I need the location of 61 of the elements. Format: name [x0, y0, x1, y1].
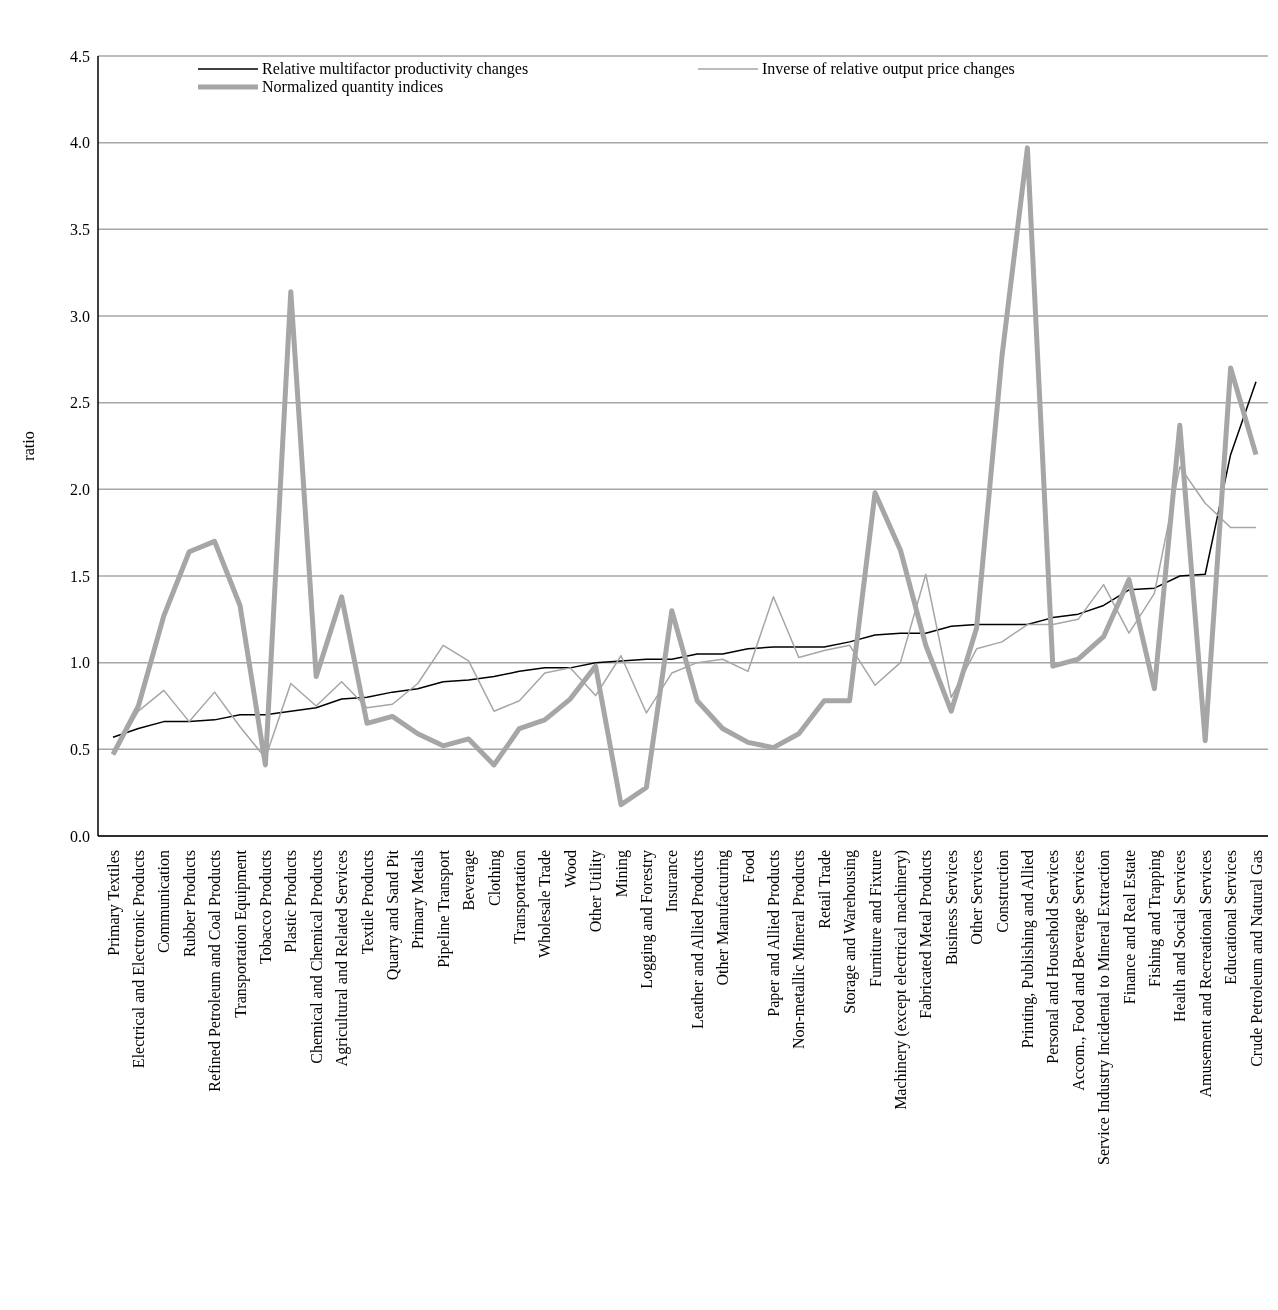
x-tick-label: Machinery (except electrical machinery) — [891, 850, 910, 1110]
x-tick-label: Quarry and Sand Pit — [383, 849, 402, 981]
x-tick-label: Amusement and Recreational Services — [1196, 850, 1214, 1098]
y-tick-label: 0.0 — [70, 827, 90, 845]
x-tick-label: Other Manufacturing — [714, 850, 733, 986]
x-tick-label: Construction — [993, 850, 1011, 933]
x-tick-label: Retail Trade — [815, 850, 833, 929]
x-tick-label: Electrical and Electronic Products — [129, 850, 147, 1069]
x-tick-label: Wholesale Trade — [536, 850, 554, 958]
x-tick-label: Logging and Forestry — [637, 850, 656, 989]
x-tick-label: Educational Services — [1222, 850, 1240, 985]
x-tick-label: Pipeline Transport — [434, 849, 453, 968]
y-tick-label: 3.5 — [70, 221, 90, 239]
x-tick-label: Primary Textiles — [104, 850, 123, 956]
line-series — [112, 381, 1257, 738]
x-tick-label: Leather and Allied Products — [688, 850, 706, 1030]
x-tick-label: Textile Products — [358, 850, 376, 955]
y-tick-label: 4.5 — [70, 47, 90, 65]
y-tick-label: 2.5 — [70, 394, 90, 412]
x-tick-label: Finance and Real Estate — [1120, 850, 1138, 1005]
x-tick-label: Business Services — [942, 850, 960, 966]
x-tick-label: Furniture and Fixture — [866, 850, 884, 987]
x-tick-label: Clothing — [485, 850, 504, 907]
x-tick-label: Wood — [561, 850, 579, 888]
x-tick-label: Fabricated Metal Products — [917, 850, 935, 1019]
x-tick-label: Fishing and Trapping — [1145, 850, 1164, 987]
y-tick-label: 4.0 — [70, 134, 90, 152]
x-tick-label: Other Utility — [587, 850, 606, 933]
x-tick-label: Tobacco Products — [256, 850, 274, 964]
x-tick-label: Primary Metals — [409, 850, 428, 950]
x-tick-label: Food — [739, 850, 757, 883]
x-tick-label: Health and Social Services — [1171, 850, 1189, 1022]
y-tick-label: 0.5 — [70, 741, 90, 759]
x-tick-label: Communication — [155, 850, 173, 954]
y-tick-label: 2.0 — [70, 481, 90, 499]
x-tick-label: Accom., Food and Beverage Services — [1069, 850, 1088, 1091]
y-tick-label: 1.0 — [70, 654, 90, 672]
y-tick-label: 1.5 — [70, 567, 90, 585]
legend-label: Inverse of relative output price changes — [762, 60, 1015, 78]
x-tick-label: Mining — [612, 850, 631, 898]
x-tick-label: Non-metallic Mineral Products — [790, 850, 808, 1050]
x-tick-label: Chemical and Chemical Products — [307, 850, 325, 1064]
y-tick-label: 3.0 — [70, 307, 90, 325]
x-tick-label: Storage and Warehousing — [841, 850, 860, 1014]
x-tick-label: Crude Petroleum and Natural Gas — [1247, 850, 1265, 1067]
x-tick-label: Transportation Equipment — [231, 849, 250, 1018]
x-tick-label: Refined Petroleum and Coal Products — [206, 850, 224, 1092]
y-axis-title: ratio — [19, 431, 37, 461]
x-tick-label: Paper and Allied Products — [764, 850, 783, 1017]
legend-label: Relative multifactor productivity changes — [262, 60, 529, 78]
x-tick-label: Insurance — [663, 850, 681, 913]
x-tick-label: Personal and Household Services — [1044, 850, 1062, 1064]
x-tick-label: Beverage — [460, 850, 479, 911]
x-tick-label: Other Services — [968, 850, 986, 945]
x-tick-label: Service Industry Incidental to Mineral Extraction — [1095, 850, 1114, 1166]
x-tick-label: Plastic Products — [282, 850, 300, 953]
legend-label: Normalized quantity indices — [262, 78, 444, 96]
x-tick-label: Transportation — [510, 850, 529, 944]
x-tick-label: Rubber Products — [180, 850, 198, 958]
x-tick-label: Agricultural and Related Services — [333, 850, 352, 1067]
x-tick-label: Printing, Publishing and Allied — [1018, 850, 1037, 1049]
